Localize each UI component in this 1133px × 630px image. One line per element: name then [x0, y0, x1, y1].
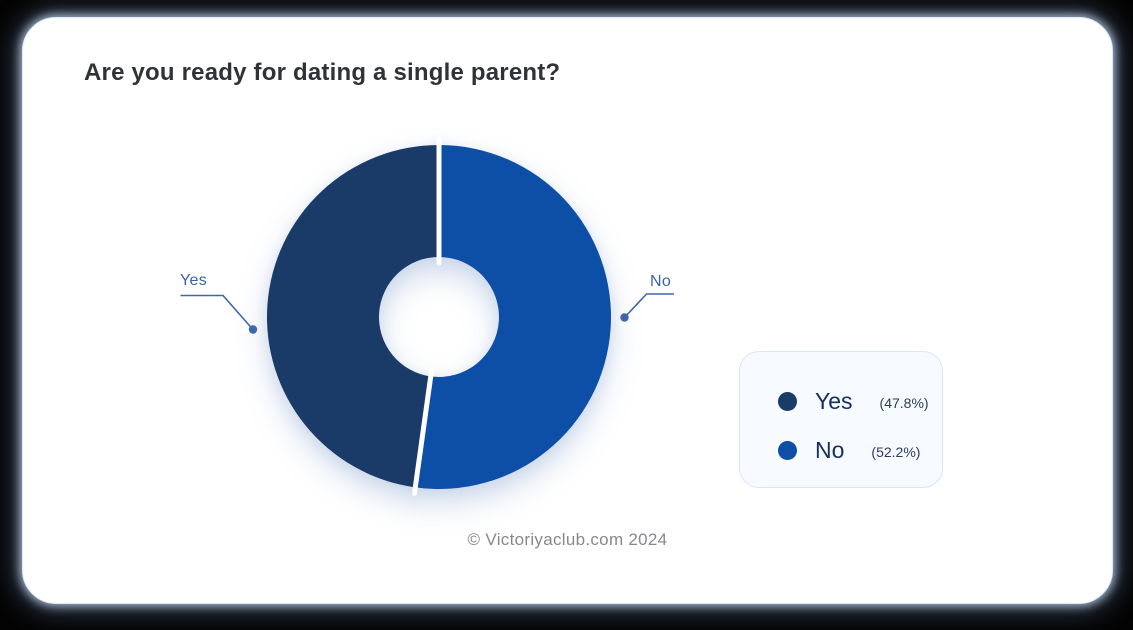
chart-title: Are you ready for dating a single parent…: [84, 59, 561, 86]
chart-card: Are you ready for dating a single parent…: [22, 17, 1113, 604]
copyright: © Victoriyaclub.com 2024: [467, 530, 668, 549]
legend: Yes (47.8%) No (52.2%): [739, 351, 943, 488]
donut-chart: [229, 107, 649, 527]
legend-label-yes: Yes: [815, 388, 853, 414]
legend-dot-yes: [778, 392, 797, 411]
callout-label-no: No: [650, 273, 672, 290]
legend-value-no: (52.2%): [871, 444, 921, 460]
slice-gap: [411, 367, 435, 496]
legend-row-yes: Yes (47.8%): [778, 388, 942, 415]
slice-no: [415, 145, 611, 490]
slice-yes: [266, 145, 439, 488]
donut-svg: [266, 136, 611, 496]
legend-dot-no: [778, 441, 797, 460]
callout-label-yes: Yes: [180, 272, 208, 289]
legend-row-no: No (52.2%): [778, 437, 942, 464]
legend-label-no: No: [815, 437, 845, 463]
legend-value-yes: (47.8%): [879, 395, 929, 411]
